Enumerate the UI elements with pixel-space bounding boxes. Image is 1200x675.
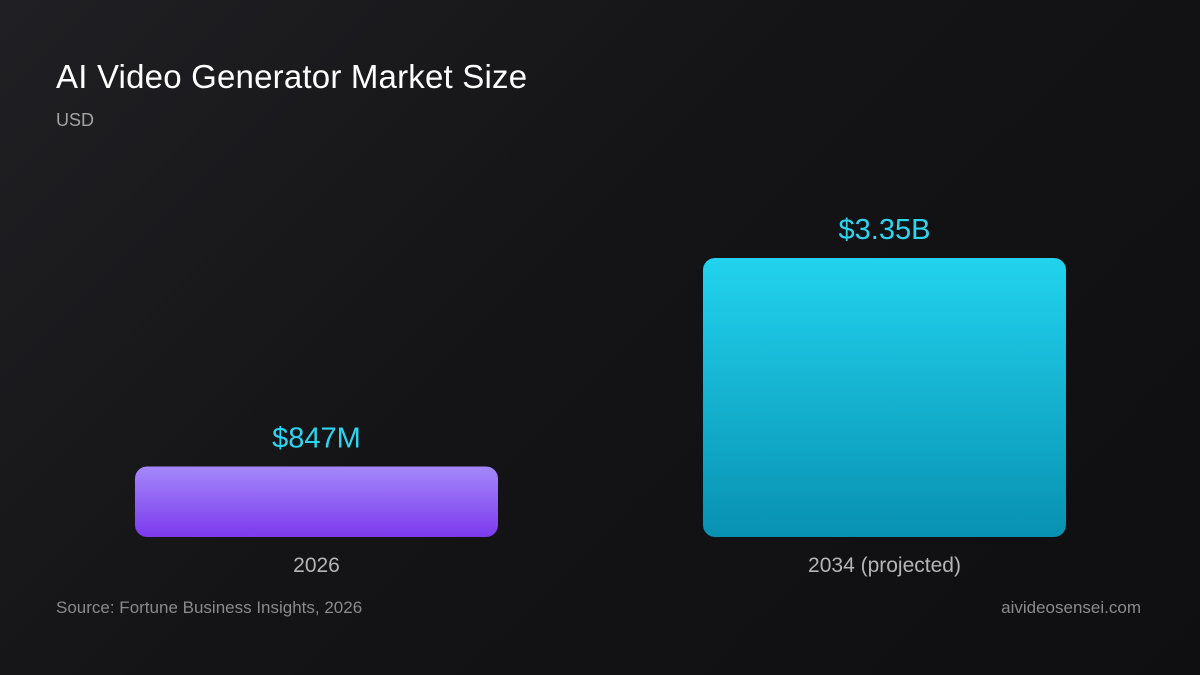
chart-title: AI Video Generator Market Size (56, 58, 528, 95)
chart-subtitle: USD (56, 110, 95, 130)
value-label-2034: $3.35B (839, 214, 931, 246)
category-label-2034: 2034 (projected) (808, 554, 961, 577)
bar-2026 (135, 466, 498, 537)
source-note: Source: Fortune Business Insights, 2026 (56, 598, 363, 617)
site-watermark: aivideosensei.com (1001, 598, 1141, 617)
category-label-2026: 2026 (293, 554, 340, 577)
value-label-2026: $847M (272, 422, 361, 454)
bar-2034 (703, 258, 1066, 537)
